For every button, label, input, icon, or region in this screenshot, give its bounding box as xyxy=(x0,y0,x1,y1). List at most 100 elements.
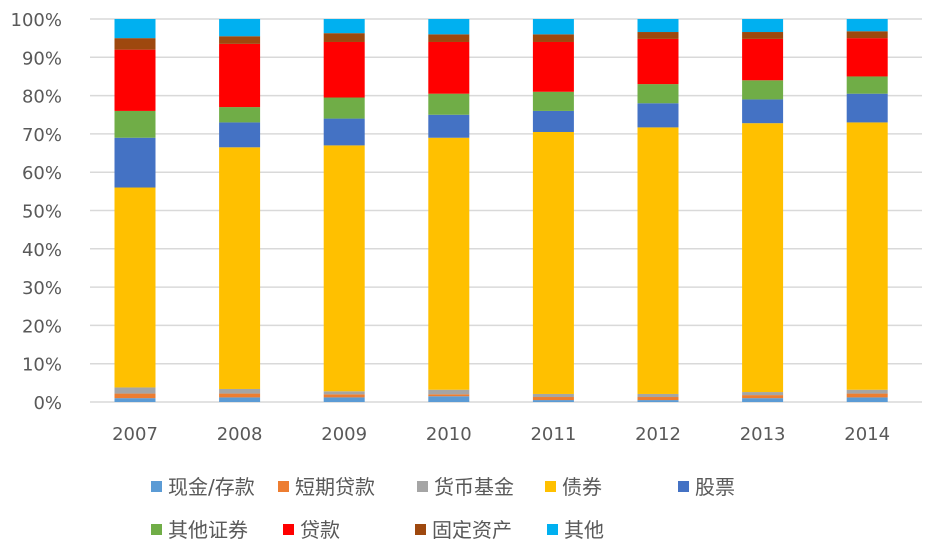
legend-label: 货币基金 xyxy=(434,475,514,499)
bar-segment xyxy=(637,400,679,402)
x-tick-label: 2008 xyxy=(217,424,263,445)
bar-segment xyxy=(323,97,365,119)
bar-segment xyxy=(532,393,574,398)
bar-segment xyxy=(532,397,574,401)
x-tick-label: 2009 xyxy=(321,424,367,445)
bar-segment xyxy=(742,392,784,396)
x-tick-label: 2012 xyxy=(635,424,681,445)
y-tick-label: 40% xyxy=(22,240,62,261)
legend-marker xyxy=(278,481,289,492)
bar-segment xyxy=(846,38,888,77)
y-tick-label: 100% xyxy=(11,10,62,31)
bar-segment xyxy=(114,110,156,138)
y-tick-label: 10% xyxy=(22,355,62,376)
bar-segment xyxy=(637,393,679,398)
legend-label: 债券 xyxy=(562,475,602,499)
bar-segment xyxy=(219,43,261,108)
bar-segment xyxy=(114,38,156,50)
bar-segment xyxy=(219,19,261,37)
legend-label: 其他证券 xyxy=(168,518,248,542)
bar-segment xyxy=(219,107,261,123)
legend-marker xyxy=(417,481,428,492)
legend-label: 其他 xyxy=(564,518,604,542)
bar-segment xyxy=(532,34,574,42)
bar-segment xyxy=(742,395,784,399)
bar-segment xyxy=(323,41,365,98)
bar-segment xyxy=(637,84,679,104)
legend-marker xyxy=(415,524,426,535)
bar-segment xyxy=(532,400,574,402)
bar-segment xyxy=(323,397,365,402)
x-tick-label: 2010 xyxy=(426,424,472,445)
bar-segment xyxy=(219,36,261,44)
bar-segment xyxy=(846,389,888,394)
bar-segment xyxy=(219,397,261,402)
bar-segment xyxy=(637,32,679,39)
y-tick-label: 0% xyxy=(33,393,62,414)
bar-segment xyxy=(846,93,888,123)
bar-segment xyxy=(114,393,156,399)
bar-segment xyxy=(428,41,470,94)
legend-marker xyxy=(678,481,689,492)
bar-segment xyxy=(114,19,156,39)
legend-marker xyxy=(283,524,294,535)
bar-segment xyxy=(323,19,365,34)
legend-marker xyxy=(545,481,556,492)
bar-segment xyxy=(846,31,888,39)
bar-segment xyxy=(637,103,679,128)
bar-segment xyxy=(114,398,156,402)
legend-label: 固定资产 xyxy=(432,518,512,542)
legend-label: 贷款 xyxy=(300,518,340,542)
bar-segment xyxy=(846,393,888,398)
y-tick-label: 30% xyxy=(22,278,62,299)
bar-segment xyxy=(219,393,261,398)
y-tick-label: 50% xyxy=(22,202,62,223)
bar-segment xyxy=(742,80,784,100)
legend-label: 股票 xyxy=(695,475,735,499)
bar-segment xyxy=(637,397,679,401)
bar-segment xyxy=(428,114,470,138)
x-tick-label: 2007 xyxy=(112,424,158,445)
bar-segment xyxy=(323,33,365,42)
legend-label: 现金/存款 xyxy=(168,475,255,499)
y-tick-label: 70% xyxy=(22,125,62,146)
bar-segment xyxy=(637,38,679,85)
legend-marker xyxy=(151,524,162,535)
bar-segment xyxy=(532,131,574,394)
bar-segment xyxy=(637,127,679,394)
bar-segment xyxy=(428,396,470,402)
bar-segment xyxy=(532,19,574,35)
bar-segment xyxy=(219,147,261,389)
bar-segment xyxy=(114,387,156,394)
bar-segment xyxy=(428,19,470,35)
bar-segment xyxy=(532,91,574,111)
bar-segment xyxy=(742,19,784,33)
y-tick-label: 60% xyxy=(22,163,62,184)
bar-segment xyxy=(846,122,888,390)
bar-segment xyxy=(532,110,574,132)
bar-segment xyxy=(532,41,574,92)
x-tick-label: 2014 xyxy=(844,424,890,445)
bar-segment xyxy=(323,145,365,392)
bar-segment xyxy=(114,49,156,111)
bar-segment xyxy=(428,394,470,397)
bar-segment xyxy=(219,122,261,148)
bar-segment xyxy=(742,38,784,81)
x-tick-label: 2013 xyxy=(740,424,786,445)
bar-segment xyxy=(428,389,470,395)
legend-label: 短期贷款 xyxy=(295,475,375,499)
y-tick-label: 90% xyxy=(22,48,62,69)
bar-segment xyxy=(742,99,784,124)
x-tick-label: 2011 xyxy=(530,424,576,445)
bar-segment xyxy=(637,19,679,33)
bar-segment xyxy=(323,118,365,146)
bar-segment xyxy=(428,93,470,115)
bar-segment xyxy=(114,137,156,188)
bar-segment xyxy=(114,187,156,388)
bar-segment xyxy=(846,397,888,402)
bar-segment xyxy=(323,394,365,398)
y-tick-label: 20% xyxy=(22,316,62,337)
bar-segment xyxy=(428,34,470,42)
